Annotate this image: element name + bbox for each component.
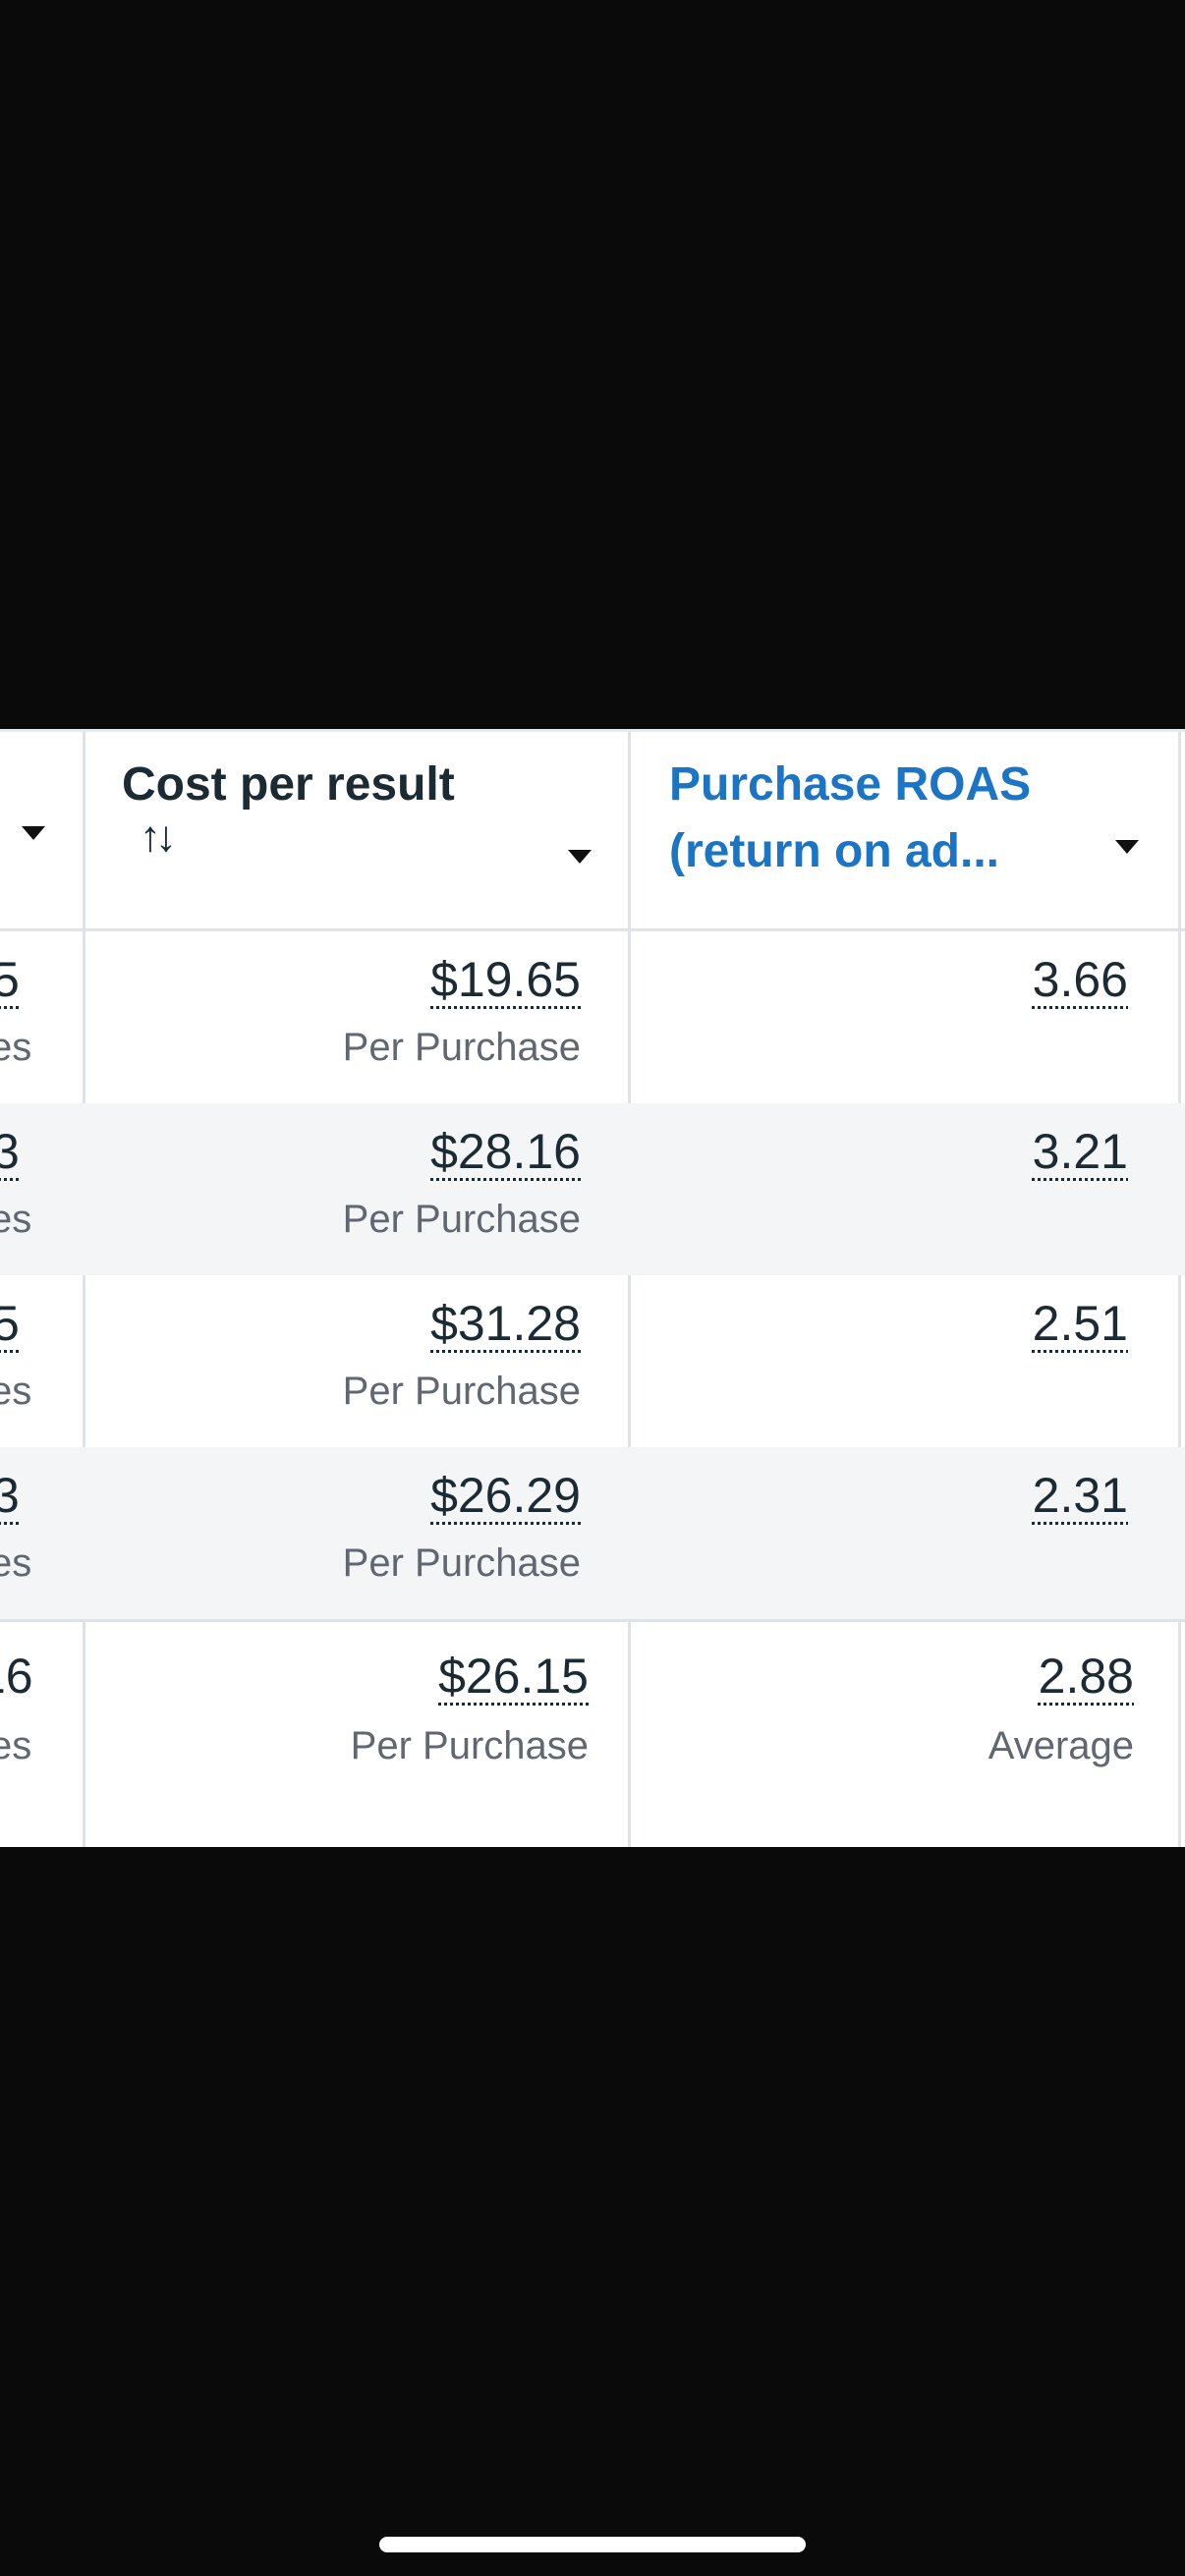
- left-subtext: es: [0, 1198, 32, 1241]
- header-cost-per-result-label: Cost per result: [122, 758, 455, 811]
- purchase-roas-total[interactable]: 2.88: [1038, 1649, 1134, 1704]
- purchase-roas-value[interactable]: 2.51: [1032, 1296, 1128, 1351]
- left-total-subtext: es: [0, 1724, 32, 1767]
- cost-per-result-subtext: Per Purchase: [342, 1198, 581, 1241]
- purchase-roas-value[interactable]: 2.31: [1032, 1468, 1128, 1523]
- left-total-value: 16: [0, 1649, 33, 1704]
- column-menu-caret-icon[interactable]: [22, 826, 45, 840]
- table-header-row: Cost per result ↑↓ Purchase ROAS (return…: [0, 729, 1185, 931]
- cost-per-result-value[interactable]: $31.28: [430, 1296, 581, 1351]
- cost-per-result-value[interactable]: $26.29: [430, 1468, 581, 1523]
- left-subtext: es: [0, 1370, 32, 1413]
- cost-per-result-subtext: Per Purchase: [342, 1026, 581, 1069]
- home-indicator-bar[interactable]: [379, 2537, 806, 2552]
- table-row: 5 es $19.65 Per Purchase 3.66: [0, 931, 1185, 1103]
- sort-arrows-icon[interactable]: ↑↓: [140, 812, 177, 861]
- header-roas-label-line2: (return on ad...: [669, 825, 999, 877]
- cost-per-result-total-subtext: Per Purchase: [350, 1724, 589, 1767]
- left-value[interactable]: 3: [0, 1468, 20, 1523]
- left-value[interactable]: 5: [0, 1296, 20, 1351]
- purchase-roas-total-subtext: Average: [988, 1724, 1134, 1767]
- header-roas-label-line1: Purchase ROAS: [669, 758, 1032, 811]
- header-cell-purchase-roas[interactable]: Purchase ROAS (return on ad...: [628, 732, 1185, 928]
- column-roas-divider: [628, 729, 1181, 1847]
- left-value[interactable]: 5: [0, 952, 20, 1007]
- left-subtext: es: [0, 1026, 32, 1069]
- column-left-divider: [0, 729, 85, 1847]
- cost-per-result-value[interactable]: $19.65: [430, 952, 581, 1007]
- left-subtext: es: [0, 1541, 32, 1585]
- header-cell-cost-per-result[interactable]: Cost per result ↑↓: [83, 732, 628, 928]
- column-menu-caret-icon[interactable]: [568, 850, 592, 864]
- table-row: 3 es $26.29 Per Purchase 2.31: [0, 1447, 1185, 1619]
- cost-per-result-value[interactable]: $28.16: [430, 1124, 581, 1179]
- cost-per-result-subtext: Per Purchase: [342, 1370, 581, 1413]
- cost-per-result-total[interactable]: $26.15: [438, 1649, 589, 1704]
- column-menu-caret-icon[interactable]: [1115, 840, 1139, 854]
- table-row: 5 es $31.28 Per Purchase 2.51: [0, 1275, 1185, 1447]
- purchase-roas-value[interactable]: 3.66: [1032, 952, 1128, 1007]
- left-value[interactable]: 3: [0, 1124, 20, 1179]
- purchase-roas-value[interactable]: 3.21: [1032, 1124, 1128, 1179]
- ads-results-table: Cost per result ↑↓ Purchase ROAS (return…: [0, 729, 1185, 1847]
- header-cell-truncated[interactable]: [0, 732, 83, 928]
- table-totals-row: 16 es $26.15 Per Purchase 2.88 Average: [0, 1619, 1185, 1847]
- table-row: 3 es $28.16 Per Purchase 3.21: [0, 1103, 1185, 1275]
- cost-per-result-subtext: Per Purchase: [342, 1541, 581, 1585]
- column-cost-divider: [83, 729, 631, 1847]
